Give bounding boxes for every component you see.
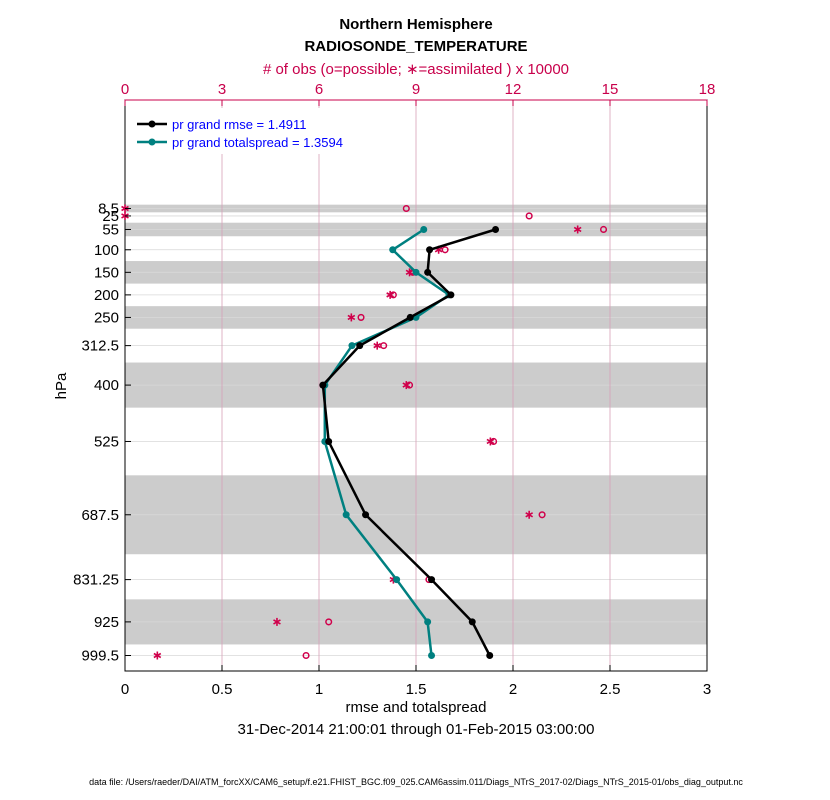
asterisk-stroke [525, 512, 534, 518]
top-tick-label-0: 0 [121, 81, 129, 98]
x-tick-label-4: 2 [509, 681, 517, 698]
asterisk-stroke [486, 438, 495, 445]
footnote: data file: /Users/raeder/DAI/ATM_forcXX/… [89, 777, 743, 787]
series-point-0-4 [406, 313, 414, 321]
y-tick-label-7: 312.5 [81, 338, 119, 355]
obs-possible-marker-0 [402, 204, 410, 213]
obs-assimilated-marker-4 [405, 268, 414, 277]
asterisk-stroke [153, 652, 162, 659]
asterisk-stroke [402, 382, 411, 388]
legend-box [133, 108, 395, 154]
obs-possible-marker-1 [525, 212, 533, 220]
series-line-pr-grand-rmse [321, 228, 496, 657]
series-point-1-8 [342, 511, 350, 519]
obs-possible-marker-12 [325, 618, 333, 626]
x-tick-label-3: 1.5 [406, 681, 427, 698]
y-tick-label-10: 687.5 [81, 507, 119, 524]
obs-possible-marker-10 [538, 511, 546, 519]
asterisk-stroke [347, 314, 356, 321]
series-point-0-6 [319, 381, 327, 389]
series-point-0-3 [447, 291, 455, 299]
obs-assimilated-marker-8 [402, 381, 411, 390]
obs-assimilated-marker-10 [525, 510, 534, 519]
series-point-1-10 [424, 618, 432, 626]
top-tick-label-5: 15 [602, 81, 619, 98]
obs-possible-marker-13 [302, 651, 310, 660]
top-tick-label-1: 3 [218, 81, 226, 98]
y-tick-label-11: 831.25 [73, 572, 119, 589]
series-point-1-2 [412, 268, 420, 276]
legend-marker-spread [148, 138, 156, 146]
y-tick-label-2: 55 [102, 221, 119, 238]
series-point-1-11 [428, 652, 436, 659]
obs-assimilated-marker-6 [347, 313, 356, 322]
top-tick-label-2: 6 [315, 81, 323, 98]
legend-label-rmse: pr grand rmse = 1.4911 [172, 117, 307, 132]
y-tick-label-0: 8.5 [98, 201, 119, 218]
asterisk-stroke [573, 226, 582, 233]
top-tick-label-6: 18 [699, 81, 716, 98]
obs-possible-marker-7 [380, 342, 388, 350]
series-point-1-0 [420, 225, 428, 233]
legend-marker-rmse [148, 120, 156, 128]
obs-possible-marker-6 [357, 313, 365, 321]
asterisk-stroke [373, 342, 382, 349]
y-tick-label-13: 999.5 [81, 648, 119, 665]
series-point-0-8 [362, 511, 370, 519]
series-point-1-5 [348, 342, 356, 350]
series-point-1-9 [393, 576, 401, 584]
series-point-0-10 [468, 618, 476, 626]
asterisk-stroke [386, 292, 394, 298]
x-axis-label: rmse and totalspread [346, 699, 487, 716]
series-point-1-1 [389, 246, 397, 254]
top-tick-label-4: 12 [505, 81, 522, 98]
top-tick-label-3: 9 [412, 81, 420, 98]
series-point-0-9 [428, 576, 436, 584]
obs-possible-marker-2 [599, 225, 608, 234]
obs-assimilated-marker-5 [386, 290, 394, 299]
y-tick-label-1: 25 [102, 208, 119, 225]
y-tick-label-5: 200 [94, 287, 119, 304]
legend: pr grand rmse = 1.4911 pr grand totalspr… [133, 108, 395, 154]
series-point-0-7 [325, 437, 333, 445]
y-tick-label-9: 525 [94, 433, 119, 450]
series-point-0-2 [424, 268, 432, 276]
asterisk-stroke [273, 619, 281, 625]
series-point-0-1 [426, 246, 434, 254]
series-lines [319, 225, 500, 659]
vertical-grid [221, 100, 611, 671]
x-tick-label-0: 0 [121, 681, 129, 698]
top-axis-label: # of obs (o=possible; ∗=assimilated ) x … [263, 61, 569, 78]
obs-assimilated-marker-12 [273, 617, 281, 626]
legend-label-spread: pr grand totalspread = 1.3594 [172, 135, 343, 150]
obs-assimilated-marker-7 [373, 341, 382, 350]
y-axis-label: hPa [53, 372, 70, 399]
chart-title: Northern Hemisphere [339, 16, 492, 33]
series-point-0-11 [486, 652, 494, 659]
y-tick-label-8: 400 [94, 377, 119, 394]
series-point-0-0 [492, 225, 500, 233]
bottom-axis: 0 0.5 1 1.5 2 2.5 3 [121, 665, 711, 698]
y-tick-label-12: 925 [94, 614, 119, 631]
y-tick-label-4: 150 [94, 264, 119, 281]
series-line-pr-grand-totalspread [323, 228, 452, 656]
y-tick-label-6: 250 [94, 309, 119, 326]
date-range: 31-Dec-2014 21:00:01 through 01-Feb-2015… [238, 721, 595, 738]
x-tick-label-5: 2.5 [600, 681, 621, 698]
top-axis: 0 3 6 9 12 15 18 [121, 81, 716, 106]
obs-assimilated-marker-2 [573, 225, 582, 234]
y-tick-label-3: 100 [94, 242, 119, 259]
obs-assimilated-marker-13 [153, 651, 162, 660]
obs-possible-marker-3 [441, 246, 449, 254]
x-tick-label-6: 3 [703, 681, 711, 698]
asterisk-stroke [405, 269, 414, 276]
series-point-0-5 [356, 342, 364, 350]
x-tick-label-2: 1 [315, 681, 323, 698]
chart-subtitle: RADIOSONDE_TEMPERATURE [304, 38, 527, 55]
obs-assimilated-marker-9 [486, 437, 495, 446]
x-tick-label-1: 0.5 [212, 681, 233, 698]
